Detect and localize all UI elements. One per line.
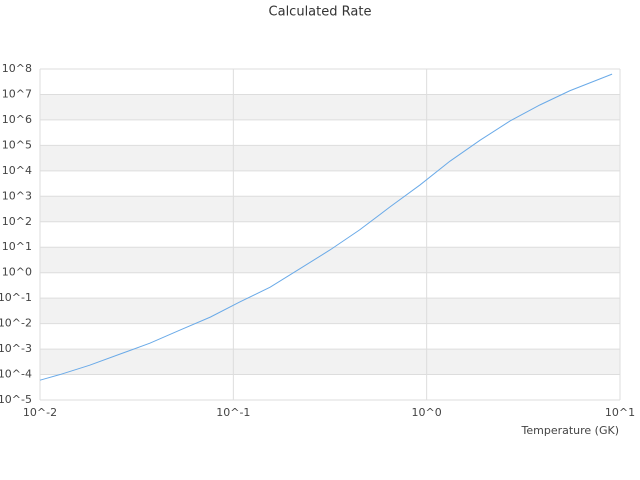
y-tick-label: 10^-5: [0, 393, 32, 406]
y-tick-label: 10^8: [2, 62, 32, 75]
grid-band: [40, 349, 620, 375]
x-axis-label: Temperature (GK): [521, 424, 620, 437]
y-tick-label: 10^-4: [0, 368, 32, 381]
y-tick-label: 10^0: [2, 266, 32, 279]
x-tick-label: 10^-2: [23, 406, 57, 419]
grid-band: [40, 298, 620, 324]
y-tick-label: 10^6: [2, 113, 32, 126]
y-tick-label: 10^3: [2, 189, 32, 202]
bands: [40, 94, 620, 375]
grid-band: [40, 247, 620, 273]
y-tick-label: 10^7: [2, 87, 32, 100]
chart-title: Calculated Rate: [269, 5, 372, 20]
y-tick-label: 10^-2: [0, 317, 32, 330]
y-tick-label: 10^4: [2, 164, 32, 177]
y-tick-label: 10^5: [2, 138, 32, 151]
grid: [39, 68, 621, 401]
y-tick-label: 10^-3: [0, 342, 32, 355]
x-tick-label: 10^-1: [216, 406, 250, 419]
y-tick-label: 10^1: [2, 240, 32, 253]
grid-band: [40, 145, 620, 171]
y-tick-label: 10^2: [2, 215, 32, 228]
x-tick-label: 10^0: [412, 406, 442, 419]
grid-band: [40, 94, 620, 120]
grid-band: [40, 196, 620, 222]
y-tick-label: 10^-1: [0, 291, 32, 304]
x-tick-label: 10^1: [605, 406, 635, 419]
data-line: [39, 73, 613, 381]
